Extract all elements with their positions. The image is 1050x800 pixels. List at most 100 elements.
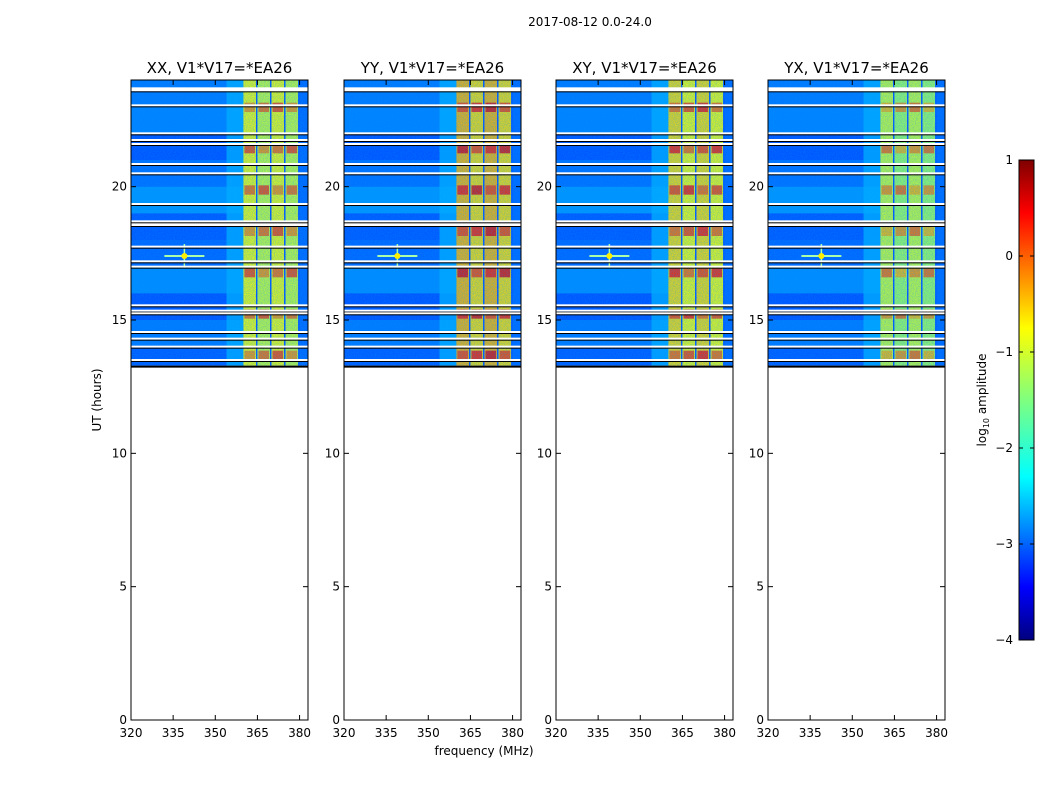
y-tick-label: 5 [119,580,127,594]
flagged-row-edge [556,165,733,166]
flagged-row [344,132,521,135]
axes-frame [555,79,734,721]
y-tick-label: 20 [749,180,764,194]
flagged-row-edge [344,226,521,227]
flagged-row [768,359,945,361]
flagged-row [131,304,308,307]
x-tick-label: 335 [162,726,185,740]
source-core [394,253,401,259]
flagged-row-edge [768,314,945,316]
axes-frame [767,79,946,721]
source-core [181,253,188,259]
flagged-row-edge [768,226,945,227]
x-tick-label: 365 [883,726,906,740]
flagged-row [768,260,945,263]
x-tick-label: 320 [333,726,356,740]
flagged-row-edge [344,165,521,166]
flagged-row [768,220,945,223]
flagged-row-edge [131,222,308,224]
flagged-row-edge [768,311,945,313]
flagged-row [768,312,945,315]
flagged-row-edge [131,368,308,369]
flagged-row [131,265,308,268]
flagged-row [131,331,308,333]
colorbar-label-sub: 10 [982,418,991,428]
panel-2: XY, V1*V17=*EA26 320 335 350 365 380 0 5 10 15 20 [537,59,736,740]
flagged-row-edge [768,368,945,369]
y-tick-label: 10 [325,446,340,460]
axes-frame [343,79,522,721]
flagged-row [344,345,521,348]
flagged-row-edge [131,205,308,206]
x-tick-label: 335 [799,726,822,740]
flagged-row-edge [131,145,308,146]
flagged-row [768,163,945,165]
flagged-row [768,172,945,175]
flagged-row-edge [556,226,733,227]
x-tick-label: 365 [459,726,482,740]
y-tick-label: 0 [756,713,764,727]
flagged-row [768,309,945,312]
flagged-row [556,359,733,361]
flagged-row-edge [556,339,733,341]
flagged-row [768,203,945,205]
colorbar-label-rest: amplitude [975,354,989,418]
flagged-row-edge [344,106,521,108]
flagged-row-edge [768,91,945,93]
flagged-row [344,309,521,312]
flagged-row-edge [344,347,521,349]
x-tick-label: 350 [629,726,652,740]
flagged-row-edge [344,311,521,313]
flagged-row [344,87,521,92]
flagged-row [556,104,733,107]
flagged-row-edge [344,368,521,369]
flagged-row [556,304,733,307]
flagged-row-edge [344,339,521,341]
flagged-row [344,203,521,205]
flagged-row [556,309,733,312]
flagged-row-edge [344,91,521,93]
spectrogram [131,80,308,369]
x-tick-label: 380 [501,726,524,740]
flagged-row [131,312,308,315]
y-tick-label: 10 [112,446,127,460]
flagged-row-edge [344,247,521,249]
x-tick-label: 380 [925,726,948,740]
flagged-row-edge [768,347,945,349]
flagged-row [344,337,521,340]
colorbar-tick-label: −2 [995,441,1013,455]
flagged-row [131,203,308,205]
flagged-row-edge [556,222,733,224]
flagged-row-edge [768,222,945,224]
flagged-row [344,312,521,315]
flagged-row [131,260,308,263]
flagged-row [131,87,308,92]
flagged-row [131,245,308,248]
flagged-row-edge [131,333,308,334]
flagged-row-edge [768,306,945,308]
flagged-row-edge [556,361,733,362]
x-tick-label: 365 [246,726,269,740]
flagged-row-edge [556,91,733,93]
flagged-row [131,139,308,141]
flagged-row-edge [556,134,733,136]
flagged-row [131,222,308,226]
flagged-row-edge [344,262,521,264]
flagged-row-edge [556,368,733,369]
flagged-row [556,143,733,145]
axes-frame [130,79,309,721]
flagged-row-edge [344,134,521,136]
flagged-row [344,163,521,165]
flagged-row-edge [768,165,945,166]
x-tick-label: 335 [587,726,610,740]
panel-1: YY, V1*V17=*EA26 320 335 350 365 380 0 5 10 15 20 [325,59,524,740]
flagged-row [556,222,733,226]
x-tick-label: 335 [375,726,398,740]
flagged-row [768,222,945,226]
flagged-row [768,87,945,92]
flagged-row-edge [768,267,945,269]
flagged-row-edge [131,247,308,249]
flagged-row [556,203,733,205]
flagged-row [556,345,733,348]
